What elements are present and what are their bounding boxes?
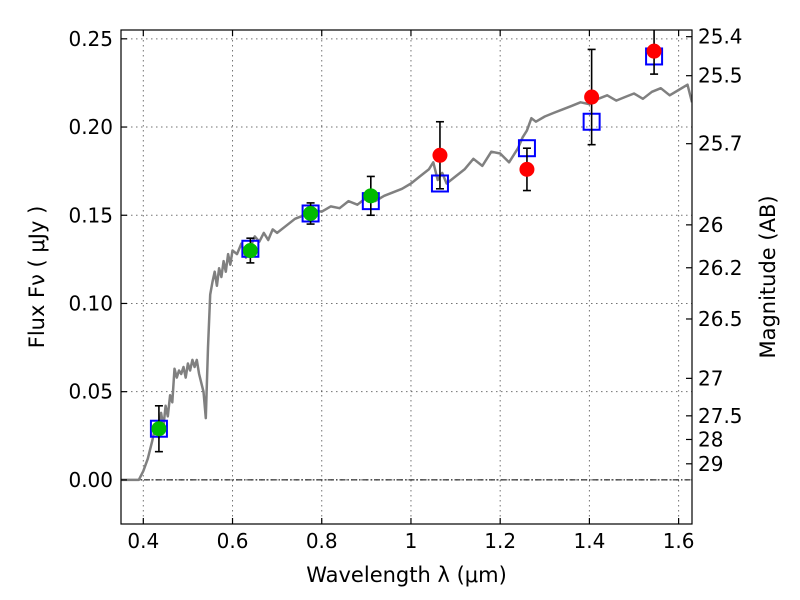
observed-flux-point [432, 147, 448, 163]
observed-flux-point [646, 43, 662, 59]
x-tick-label: 1.2 [484, 529, 516, 553]
y-axis-label: Flux Fν ( μJy ) [25, 206, 49, 349]
grid [121, 30, 692, 524]
right-tick-label: 27 [698, 366, 723, 390]
y-tick-label: 0.05 [68, 380, 113, 404]
right-tick-label: 26 [698, 213, 723, 237]
x-tick-label: 1.4 [573, 529, 605, 553]
observed-flux-point [363, 188, 379, 204]
y-tick-label: 0.20 [68, 115, 113, 139]
y-tick-label: 0.00 [68, 468, 113, 492]
right-tick-label: 28 [698, 427, 723, 451]
y-axis-right-label: Magnitude (AB) [756, 195, 780, 358]
plot-frame [120, 29, 693, 525]
y-tick-label: 0.15 [68, 203, 113, 227]
y-tick-label: 0.10 [68, 291, 113, 315]
right-tick-label: 27.5 [698, 404, 743, 428]
y-tick-label: 0.25 [68, 27, 113, 51]
x-axis: 0.4 0.6 0.8 1 1.2 1.4 1.6 [127, 30, 695, 553]
plot-area [121, 30, 692, 482]
x-tick-label: 1 [405, 529, 418, 553]
model-spectrum-line [121, 83, 692, 482]
observed-flux-point [519, 161, 535, 177]
right-tick-label: 25.7 [698, 132, 743, 156]
right-tick-label: 25.4 [698, 25, 743, 49]
y-axis-left: 0.00 0.05 0.10 0.15 0.20 0.25 [68, 27, 127, 492]
right-tick-label: 26.2 [698, 256, 743, 280]
right-tick-label: 26.5 [698, 307, 743, 331]
observed-flux-point [242, 243, 258, 259]
right-tick-label: 25.5 [698, 64, 743, 88]
observed-flux-point [303, 205, 319, 221]
right-tick-label: 29 [698, 452, 723, 476]
x-tick-label: 0.4 [127, 529, 159, 553]
x-tick-label: 0.8 [306, 529, 338, 553]
observed-flux-point [151, 421, 167, 437]
observed-flux-point [584, 89, 600, 105]
x-tick-label: 0.6 [217, 529, 249, 553]
x-tick-label: 1.6 [663, 529, 695, 553]
x-axis-label: Wavelength λ (μm) [306, 563, 507, 587]
